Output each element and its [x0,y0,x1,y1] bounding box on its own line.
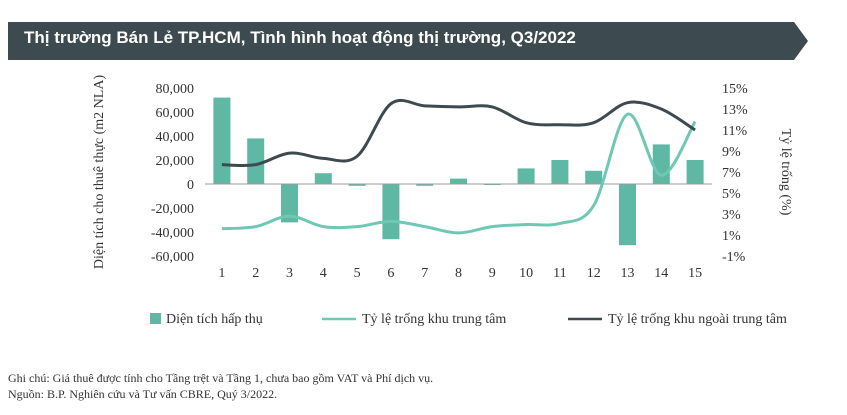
right-tick-label: 13% [722,103,748,118]
bar-absorption [213,97,231,184]
left-tick-label: -20,000 [151,202,194,217]
left-tick-label: 60,000 [156,106,195,121]
legend-label-center: Tỷ lệ trống khu trung tâm [362,312,506,327]
right-tick-label: -1% [722,250,746,265]
legend-swatch-absorption [150,313,161,324]
bar-absorption [585,170,603,184]
bar-series [213,97,704,246]
title-banner: Thị trường Bán Lẻ TP.HCM, Tình hình hoạt… [8,22,808,60]
x-tick-label: 9 [489,266,496,281]
x-tick-label: 12 [587,266,601,281]
right-tick-label: 3% [722,208,741,223]
x-tick-label: 3 [286,266,293,281]
banner-background [8,22,808,60]
chart-title: Thị trường Bán Lẻ TP.HCM, Tình hình hoạt… [24,28,576,47]
x-tick-label: 2 [252,266,259,281]
right-axis-title: Tỷ lệ trống (%) [778,129,793,216]
bar-absorption [450,178,467,184]
note-line: Ghi chú: Giá thuê được tính cho Tầng trệ… [8,371,434,385]
right-axis-ticks: 15% 13% 11% 9% 7% 5% 3% 1% -1% [722,82,748,265]
combo-chart: 80,000 60,000 40,000 20,000 0 -20,000 -40,000 -… [92,75,793,327]
x-tick-label: 15 [688,266,702,281]
left-axis-title: Diện tích cho thuê thực (m2 NLA) [92,75,107,270]
left-tick-label: 0 [187,178,194,193]
x-tick-label: 4 [320,266,327,281]
line-vacancy-center [221,112,697,235]
right-tick-label: 15% [722,82,748,97]
right-tick-label: 5% [722,187,741,202]
line-vacancy-outer [221,98,696,167]
left-tick-label: 80,000 [156,82,195,97]
right-tick-label: 9% [722,145,741,160]
x-axis-ticks: 1 2 3 4 5 6 7 8 9 10 11 12 13 14 15 [218,266,702,281]
x-tick-label: 11 [553,266,566,281]
bar-absorption [652,144,670,184]
x-tick-label: 10 [519,266,533,281]
right-tick-label: 7% [722,166,741,181]
source-line: Nguồn: B.P. Nghiên cứu và Tư vấn CBRE, Q… [8,387,278,401]
x-tick-label: 14 [654,266,668,281]
bar-absorption [382,184,400,240]
left-tick-label: 40,000 [156,130,195,145]
right-tick-label: 11% [722,124,747,139]
chart-legend: Diện tích hấp thụ Tỷ lệ trống khu trung … [150,312,787,327]
bar-absorption [281,184,298,223]
x-tick-label: 5 [354,266,361,281]
bar-absorption [247,138,265,184]
line-series [221,98,697,235]
bar-absorption [348,184,366,186]
left-tick-label: -40,000 [151,226,194,241]
bar-absorption [686,160,704,184]
bar-absorption [517,168,535,184]
chart-notes: Ghi chú: Giá thuê được tính cho Tầng trệ… [8,370,433,402]
right-tick-label: 1% [722,229,741,244]
x-tick-label: 1 [218,266,225,281]
legend-label-outer: Tỷ lệ trống khu ngoài trung tâm [608,312,787,327]
x-tick-label: 8 [455,266,462,281]
left-tick-label: -60,000 [151,250,194,265]
left-tick-label: 20,000 [156,154,195,169]
x-tick-label: 13 [621,266,635,281]
bar-absorption [619,184,636,246]
bar-absorption [416,184,434,186]
bar-absorption [314,173,332,184]
x-tick-label: 6 [387,266,394,281]
left-axis-ticks: 80,000 60,000 40,000 20,000 0 -20,000 -40,000 -… [151,82,194,265]
legend-label-absorption: Diện tích hấp thụ [166,312,263,327]
bar-absorption [551,160,569,184]
x-tick-label: 7 [421,266,428,281]
